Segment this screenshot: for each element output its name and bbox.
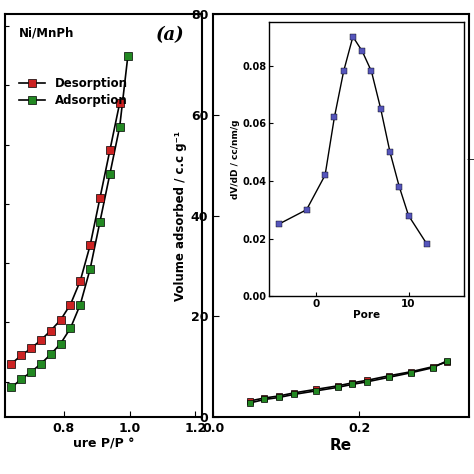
Legend: Desorption, Adsorption: Desorption, Adsorption xyxy=(15,73,132,111)
Text: Ni/MnPh: Ni/MnPh xyxy=(18,27,74,39)
X-axis label: ure P/P °: ure P/P ° xyxy=(73,438,134,451)
Y-axis label: Volume adsorbed / c.c g⁻¹: Volume adsorbed / c.c g⁻¹ xyxy=(173,131,187,301)
X-axis label: Re: Re xyxy=(330,438,352,453)
Text: (a): (a) xyxy=(155,27,184,44)
